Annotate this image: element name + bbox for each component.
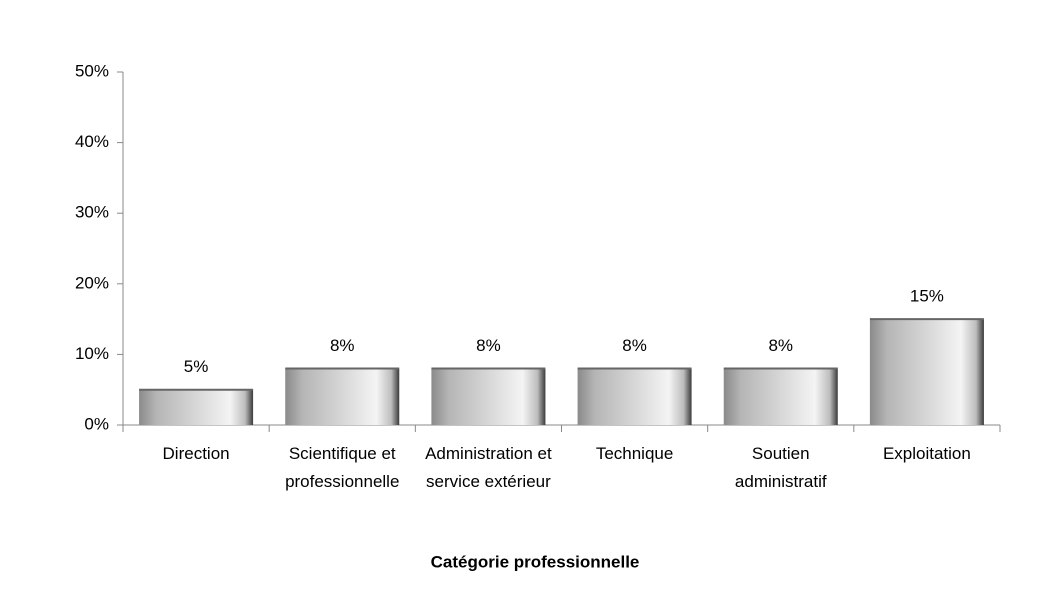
- value-label: 8%: [330, 336, 355, 355]
- bar: [723, 368, 838, 425]
- x-tick-label: Soutien administratif: [734, 444, 827, 491]
- bar: [285, 368, 400, 425]
- value-label: 8%: [622, 336, 647, 355]
- bar: [869, 319, 984, 425]
- x-tick-label: Exploitation: [882, 444, 971, 463]
- value-label: 8%: [476, 336, 501, 355]
- bar: [139, 389, 254, 425]
- x-tick-label: Administration et service extérieur: [425, 444, 552, 491]
- y-tick-label: 20%: [75, 273, 109, 292]
- bar: [577, 368, 692, 425]
- y-tick-label: 50%: [75, 61, 109, 80]
- value-label: 8%: [768, 336, 793, 355]
- y-tick-label: 0%: [84, 414, 109, 433]
- y-tick-label: 40%: [75, 132, 109, 151]
- value-label: 5%: [184, 357, 209, 376]
- x-axis-title: Catégorie professionnelle: [431, 552, 640, 571]
- x-tick-label: Direction: [162, 444, 230, 463]
- value-label: 15%: [910, 287, 944, 306]
- y-tick-label: 10%: [75, 344, 109, 363]
- bar: [431, 368, 546, 425]
- x-tick-label: Scientifique et professionnelle: [285, 444, 400, 491]
- y-tick-label: 30%: [75, 203, 109, 222]
- x-tick-label: Technique: [595, 444, 674, 463]
